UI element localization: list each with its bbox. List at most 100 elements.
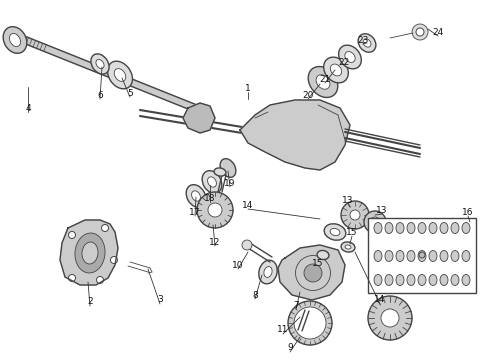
Text: 19: 19	[224, 179, 236, 188]
Ellipse shape	[385, 222, 393, 234]
Polygon shape	[60, 220, 118, 285]
Circle shape	[419, 252, 425, 258]
Circle shape	[101, 225, 108, 231]
Circle shape	[341, 201, 369, 229]
Polygon shape	[19, 35, 196, 111]
Text: 12: 12	[209, 238, 220, 247]
Polygon shape	[183, 103, 215, 133]
Text: 17: 17	[189, 207, 201, 216]
Ellipse shape	[91, 54, 109, 74]
Text: 1: 1	[245, 84, 251, 93]
Circle shape	[364, 211, 386, 233]
Circle shape	[288, 301, 332, 345]
Ellipse shape	[374, 274, 382, 285]
Text: 18: 18	[204, 194, 216, 202]
Ellipse shape	[418, 222, 426, 234]
Bar	[368, 218, 476, 293]
Ellipse shape	[396, 222, 404, 234]
Text: 16: 16	[462, 207, 474, 216]
Circle shape	[69, 231, 75, 239]
Ellipse shape	[440, 251, 448, 261]
Text: 20: 20	[302, 90, 314, 99]
Text: 2: 2	[87, 297, 93, 306]
Ellipse shape	[358, 34, 376, 52]
Ellipse shape	[186, 185, 206, 207]
Ellipse shape	[462, 222, 470, 234]
Ellipse shape	[316, 75, 330, 89]
Ellipse shape	[418, 251, 426, 261]
Text: 13: 13	[342, 195, 354, 204]
Ellipse shape	[192, 191, 200, 201]
Text: 8: 8	[252, 291, 258, 300]
Ellipse shape	[208, 177, 217, 187]
Ellipse shape	[429, 222, 437, 234]
Text: 6: 6	[97, 90, 103, 99]
Circle shape	[412, 24, 428, 40]
Ellipse shape	[324, 224, 346, 240]
Circle shape	[111, 256, 118, 264]
Ellipse shape	[407, 274, 415, 285]
Text: 21: 21	[319, 75, 331, 84]
Text: 13: 13	[376, 206, 388, 215]
Ellipse shape	[407, 222, 415, 234]
Ellipse shape	[202, 171, 222, 193]
Text: 4: 4	[25, 104, 31, 113]
Ellipse shape	[220, 159, 236, 177]
Ellipse shape	[82, 242, 98, 264]
Ellipse shape	[259, 260, 277, 284]
Circle shape	[69, 274, 75, 282]
Ellipse shape	[114, 69, 126, 81]
Ellipse shape	[330, 64, 342, 76]
Ellipse shape	[451, 222, 459, 234]
Ellipse shape	[363, 39, 371, 47]
Text: 3: 3	[157, 296, 163, 305]
Ellipse shape	[407, 251, 415, 261]
Text: 22: 22	[339, 58, 350, 67]
Text: 14: 14	[374, 296, 386, 305]
Text: 15: 15	[312, 258, 324, 267]
Circle shape	[368, 296, 412, 340]
Circle shape	[370, 217, 380, 227]
Text: 14: 14	[243, 201, 254, 210]
Ellipse shape	[304, 264, 322, 282]
Circle shape	[208, 203, 222, 217]
Circle shape	[97, 276, 103, 284]
Polygon shape	[240, 100, 350, 170]
Text: 11: 11	[277, 325, 289, 334]
Text: 7: 7	[293, 301, 299, 310]
Ellipse shape	[385, 274, 393, 285]
Ellipse shape	[345, 245, 351, 249]
Polygon shape	[278, 245, 345, 300]
Circle shape	[242, 240, 252, 250]
Ellipse shape	[440, 274, 448, 285]
Ellipse shape	[396, 274, 404, 285]
Ellipse shape	[374, 222, 382, 234]
Ellipse shape	[462, 251, 470, 261]
Text: 10: 10	[232, 261, 244, 270]
Ellipse shape	[3, 27, 27, 53]
Ellipse shape	[339, 45, 361, 69]
Ellipse shape	[440, 222, 448, 234]
Circle shape	[350, 210, 360, 220]
Ellipse shape	[75, 233, 105, 273]
Ellipse shape	[374, 251, 382, 261]
Ellipse shape	[429, 274, 437, 285]
Ellipse shape	[451, 274, 459, 285]
Ellipse shape	[429, 251, 437, 261]
Ellipse shape	[264, 267, 272, 278]
Circle shape	[416, 28, 424, 36]
Text: 24: 24	[432, 27, 443, 36]
Circle shape	[197, 192, 233, 228]
Ellipse shape	[385, 251, 393, 261]
Ellipse shape	[418, 274, 426, 285]
Ellipse shape	[214, 168, 226, 176]
Ellipse shape	[324, 57, 348, 83]
Circle shape	[294, 307, 326, 339]
Text: 9: 9	[287, 343, 293, 352]
Ellipse shape	[9, 33, 21, 46]
Ellipse shape	[96, 59, 104, 68]
Ellipse shape	[317, 251, 329, 260]
Ellipse shape	[451, 251, 459, 261]
Ellipse shape	[308, 67, 338, 98]
Ellipse shape	[462, 274, 470, 285]
